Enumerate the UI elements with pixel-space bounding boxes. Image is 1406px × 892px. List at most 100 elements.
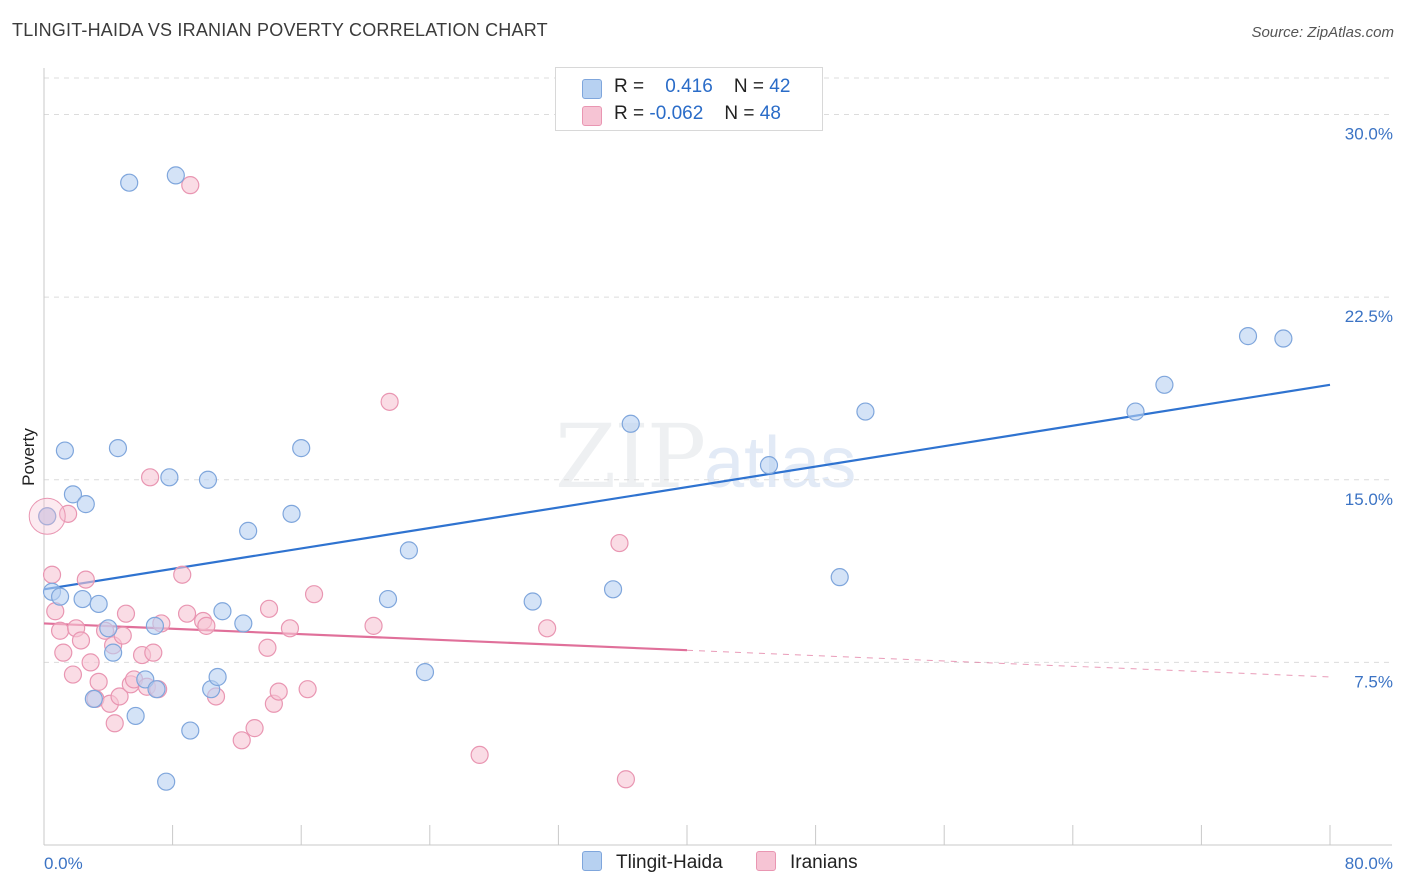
source-credit: Source: ZipAtlas.com [1251,24,1394,41]
iranians-point [89,672,108,691]
y-tick-label: 30.0% [1345,125,1393,144]
iranians-point [113,626,132,645]
axes [43,68,1392,846]
tlingit-haida-point [1155,375,1174,394]
iranians-point [258,638,277,657]
chart-title: TLINGIT-HAIDA VS IRANIAN POVERTY CORRELA… [12,20,548,40]
tlingit-haida-point [282,504,301,523]
legend-r-label: R = [614,103,645,124]
iranians-point [63,665,83,684]
iranians-point [116,604,136,623]
legend-r-label: R = [614,76,645,97]
gridlines [44,77,1392,663]
tlingit-haida-point [198,470,218,489]
tlingit-haida-point [1238,327,1258,346]
iranians-point [105,714,124,733]
tlingit-haida-trend-line [43,383,1331,591]
iranians-point [76,570,95,589]
tlingit-haida-point [856,402,875,421]
tlingit-haida-point [157,772,176,791]
iranians-trend-line-extrapolated [686,649,1331,678]
tlingit-haida-point [759,456,779,475]
iranians-point [42,565,62,584]
tlingit-haida-point [89,594,108,614]
tlingit-haida-point [145,616,165,635]
iranians-point [50,621,70,640]
iranians-point [232,731,251,750]
tlingit-haida-point [208,667,227,687]
iranians-point-large [28,497,66,535]
tlingit-haida-point [38,507,57,526]
bottom-legend-swatch-blue [582,851,602,871]
tlingit-haida-point [239,521,258,540]
tlingit-haida-point [378,589,398,609]
iranians-point [245,719,264,738]
y-tick-label: 22.5% [1345,307,1393,326]
tlingit-haida-point [126,706,145,726]
tlingit-haida-point [104,643,123,662]
bottom-legend-label: Iranians [790,852,858,873]
tlingit-haida-point [73,589,92,609]
legend-n-value: 48 [759,103,781,124]
iranians-point [259,599,279,618]
iranians-point [304,585,324,604]
iranians-point [181,176,200,195]
y-tick-label: 7.5% [1354,672,1393,691]
y-axis-label: Poverty [19,428,38,486]
iranians-point [177,604,197,623]
iranians-point [298,680,317,699]
x-tick-label: 80.0% [1345,854,1393,873]
iranians-point [364,616,383,635]
tlingit-haida-point [292,439,311,458]
tlingit-haida-point [399,541,419,560]
legend-n-value: 42 [769,76,791,97]
tlingit-haida-point [523,592,542,611]
legend-n-label: N = [733,76,765,97]
y-tick-label: 15.0% [1345,490,1393,509]
legend-r-value: -0.062 [649,103,704,124]
tlingit-haida-point [830,568,849,587]
tlingit-haida-point [84,689,103,709]
iranians-point [54,643,73,662]
tlingit-haida-point [1274,329,1293,348]
iranians-point [380,392,399,411]
bottom-legend-tlingit-haida: Tlingit-Haida [582,851,723,874]
bottom-legend-swatch-pink [756,851,776,871]
bottom-legend-iranians: Iranians [756,851,858,874]
tlingit-haida-point [55,441,74,460]
tlingit-haida-point [415,663,435,682]
tlingit-haida-point [160,468,179,487]
tlingit-haida-point [147,680,166,699]
iranians-point [81,653,100,672]
tlingit-haida-point [99,619,118,638]
iranians-point [269,682,288,701]
data-points [28,166,1293,791]
iranians-point [197,616,216,635]
iranians-point [110,687,129,706]
iranians-point [616,770,636,789]
iranians-point [538,619,557,638]
tlingit-haida-point [181,721,200,740]
iranians-point [470,745,489,765]
tlingit-haida-point [108,439,128,458]
bottom-legend-label: Tlingit-Haida [616,852,723,873]
axis-labels: Poverty 7.5% 15.0% 22.5% 30.0% 0.0% 80.0% [19,125,1393,873]
watermark-atlas: atlas [704,423,857,503]
tlingit-haida-point [213,602,232,621]
legend-n-label: N = [724,103,755,124]
legend-swatch-pink [582,106,602,126]
trend-lines [43,383,1331,678]
legend-swatch-blue [582,79,602,99]
tlingit-haida-point [234,614,253,633]
tlingit-haida-point [50,587,70,606]
iranians-point [610,533,629,553]
tlingit-haida-point [166,166,185,185]
iranians-point [144,643,163,662]
tlingit-haida-point [1126,402,1145,421]
tlingit-haida-point [76,495,95,514]
x-tick-label: 0.0% [44,854,83,873]
legend-r-value: 0.416 [665,76,713,97]
iranians-point [280,619,300,638]
iranians-point [173,565,192,584]
